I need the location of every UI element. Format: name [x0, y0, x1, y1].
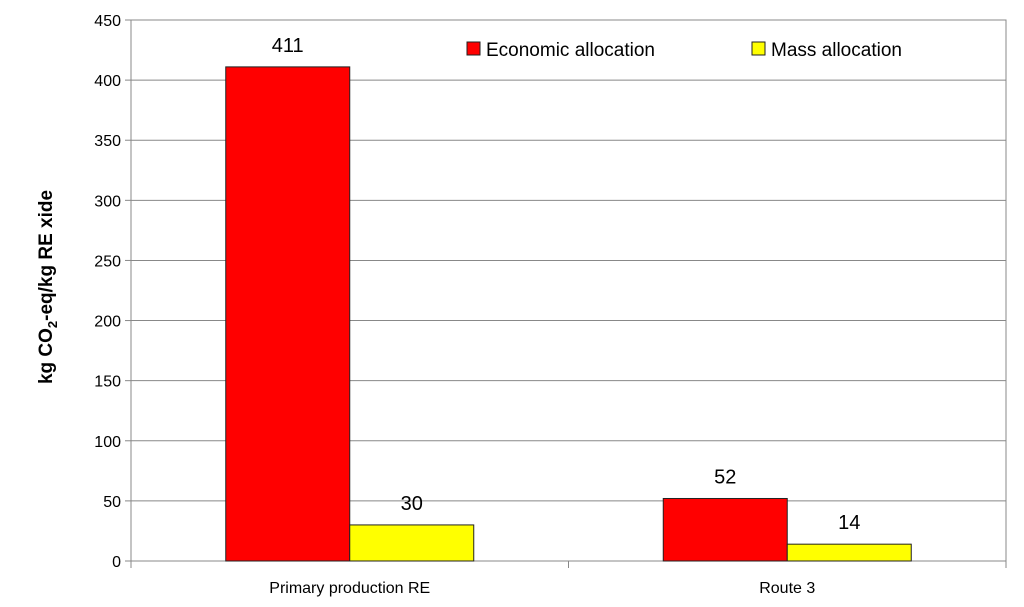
x-category-label: Primary production RE [269, 580, 430, 597]
legend-label: Economic allocation [486, 40, 655, 61]
y-tick-label: 400 [94, 73, 121, 90]
y-tick-label: 0 [112, 554, 121, 571]
data-labels: 411 30 52 14 [272, 35, 861, 534]
y-axis-label-suffix: -eq/kg RE xide [36, 190, 57, 321]
bar-value-label: 14 [838, 512, 860, 534]
bar-value-label: 30 [401, 493, 423, 515]
y-tick-label: 350 [94, 133, 121, 150]
y-tick-label: 100 [94, 434, 121, 451]
legend-swatch [466, 41, 481, 56]
y-tick-label: 50 [103, 494, 121, 511]
bar [786, 543, 912, 562]
y-axis-label-prefix: kg CO [36, 328, 57, 384]
legend: Economic allocation Mass allocation [466, 40, 902, 61]
y-tick-label: 300 [94, 193, 121, 210]
y-axis-label: kg CO2-eq/kg RE xide [36, 190, 60, 384]
bar-value-label: 52 [714, 466, 736, 488]
bar [349, 524, 475, 562]
y-tick-label: 200 [94, 314, 121, 331]
bar [662, 497, 788, 562]
y-axis-label-subscript: 2 [45, 321, 60, 328]
legend-swatch [751, 41, 766, 56]
y-tick-label: 450 [94, 13, 121, 30]
bar-value-label: 411 [272, 35, 304, 57]
legend-label: Mass allocation [771, 40, 902, 61]
bars [225, 66, 912, 562]
y-tick-label: 150 [94, 374, 121, 391]
bar [225, 66, 351, 562]
y-tick-label: 250 [94, 253, 121, 270]
x-category-label: Route 3 [759, 580, 815, 597]
axes: 0 50 100 150 200 250 300 350 400 450 Primary produ… [94, 13, 1007, 597]
